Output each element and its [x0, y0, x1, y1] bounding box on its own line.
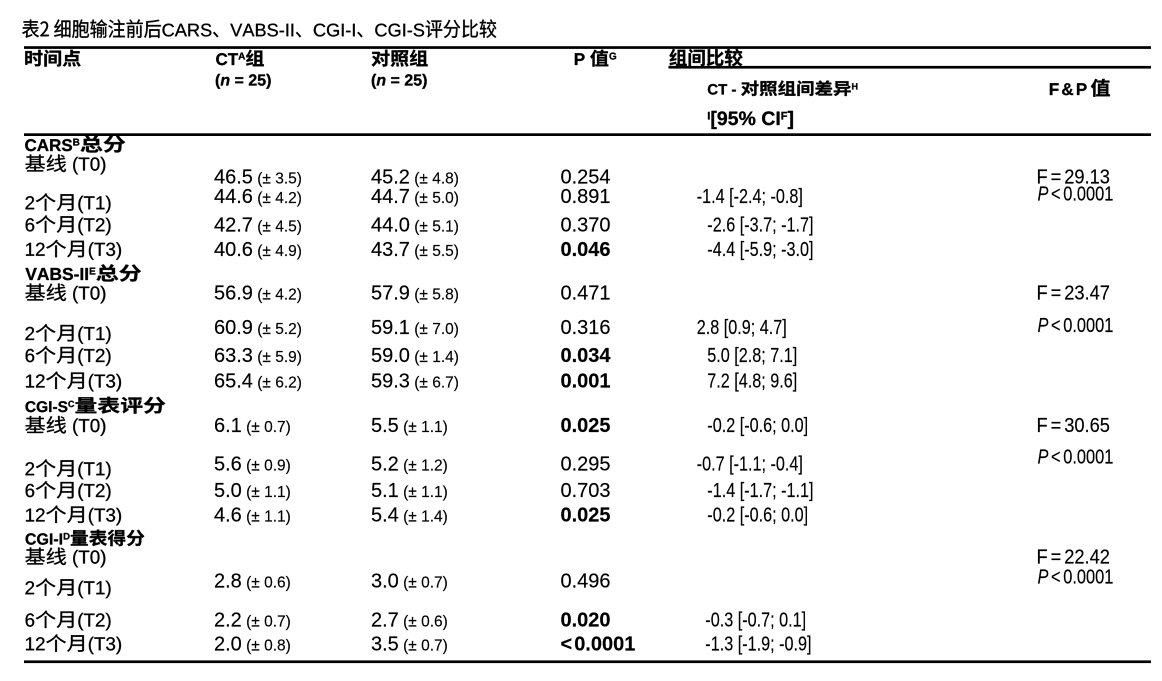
svg-text:0.025: 0.025	[561, 505, 611, 527]
svg-text:0.025: 0.025	[561, 415, 611, 437]
svg-text:-1.3 [-1.9; -0.9]: -1.3 [-1.9; -0.9]	[705, 633, 811, 655]
svg-text:0.001: 0.001	[561, 371, 611, 393]
svg-text:63.3 (± 5.9): 63.3 (± 5.9)	[214, 345, 302, 367]
svg-text:0.020: 0.020	[561, 610, 611, 632]
svg-text:2.8 [0.9; 4.7]: 2.8 [0.9; 4.7]	[697, 316, 787, 338]
svg-text:5.1 (± 1.1): 5.1 (± 1.1)	[371, 480, 448, 502]
svg-text:65.4 (± 6.2): 65.4 (± 6.2)	[214, 371, 302, 393]
svg-text:4.6 (± 1.1): 4.6 (± 1.1)	[214, 505, 291, 527]
svg-text:60.9 (± 5.2): 60.9 (± 5.2)	[214, 317, 302, 339]
svg-text:59.1 (± 7.0): 59.1 (± 7.0)	[371, 317, 459, 339]
svg-text:40.6 (± 4.9): 40.6 (± 4.9)	[214, 239, 302, 261]
svg-text:P<0.0001: P <0.0001	[1038, 565, 1114, 588]
svg-text:5.6 (± 0.9): 5.6 (± 0.9)	[214, 454, 291, 476]
svg-text:0.471: 0.471	[561, 283, 611, 305]
svg-text:0.046: 0.046	[561, 239, 611, 261]
svg-text:5.4 (± 1.4): 5.4 (± 1.4)	[371, 505, 448, 527]
svg-text:5.5 (± 1.1): 5.5 (± 1.1)	[371, 415, 448, 437]
svg-text:-2.6 [-3.7; -1.7]: -2.6 [-3.7; -1.7]	[707, 214, 813, 236]
svg-text:46.5 (± 3.5): 46.5 (± 3.5)	[214, 166, 302, 188]
svg-text:0.316: 0.316	[561, 317, 611, 339]
svg-text:44.6 (± 4.2): 44.6 (± 4.2)	[214, 186, 302, 208]
svg-text:2.8 (± 0.6): 2.8 (± 0.6)	[214, 571, 291, 593]
svg-text:42.7 (± 4.5): 42.7 (± 4.5)	[214, 214, 302, 236]
svg-text:F=22.42: F = 22.42	[1037, 547, 1110, 569]
svg-text:56.9 (± 4.2): 56.9 (± 4.2)	[214, 283, 302, 305]
svg-text:-0.2 [-0.6; 0.0]: -0.2 [-0.6; 0.0]	[707, 504, 808, 526]
svg-text:0.254: 0.254	[561, 166, 611, 188]
svg-text:59.3 (± 6.7): 59.3 (± 6.7)	[371, 371, 459, 393]
svg-text:0.703: 0.703	[561, 480, 611, 502]
svg-text:44.0 (± 5.1): 44.0 (± 5.1)	[371, 214, 459, 236]
svg-text:3.0 (± 0.7): 3.0 (± 0.7)	[371, 571, 448, 593]
svg-text:59.0 (± 1.4): 59.0 (± 1.4)	[371, 345, 459, 367]
svg-text:F=29.13: F = 29.13	[1037, 167, 1110, 189]
svg-text:2.2 (± 0.7): 2.2 (± 0.7)	[214, 610, 291, 632]
svg-text:-0.3 [-0.7; 0.1]: -0.3 [-0.7; 0.1]	[705, 609, 806, 631]
svg-text:45.2 (± 4.8): 45.2 (± 4.8)	[371, 166, 459, 188]
svg-text:2.7 (± 0.6): 2.7 (± 0.6)	[371, 610, 448, 632]
svg-text:43.7 (± 5.5): 43.7 (± 5.5)	[371, 239, 459, 261]
svg-text:-4.4 [-5.9; -3.0]: -4.4 [-5.9; -3.0]	[707, 238, 813, 260]
svg-text:6.1 (± 0.7): 6.1 (± 0.7)	[214, 415, 291, 437]
svg-text:5.0 (± 1.1): 5.0 (± 1.1)	[214, 480, 291, 502]
svg-text:0.891: 0.891	[561, 186, 611, 208]
svg-text:P<0.0001: P <0.0001	[1038, 445, 1114, 468]
svg-text:F=30.65: F = 30.65	[1037, 415, 1110, 437]
svg-text:0.295: 0.295	[561, 454, 611, 476]
svg-text:P<0.0001: P <0.0001	[1038, 182, 1114, 205]
svg-text:0.370: 0.370	[561, 214, 611, 236]
svg-text:-0.2 [-0.6; 0.0]: -0.2 [-0.6; 0.0]	[707, 414, 808, 436]
svg-text:7.2 [4.8; 9.6]: 7.2 [4.8; 9.6]	[707, 370, 797, 392]
svg-text:-1.4 [-2.4; -0.8]: -1.4 [-2.4; -0.8]	[697, 185, 803, 207]
svg-text:0.496: 0.496	[561, 571, 611, 593]
svg-text:57.9 (± 5.8): 57.9 (± 5.8)	[371, 283, 459, 305]
svg-text:-0.7 [-1.1; -0.4]: -0.7 [-1.1; -0.4]	[697, 453, 803, 475]
svg-text:5.2 (± 1.2): 5.2 (± 1.2)	[371, 454, 448, 476]
svg-text:0.034: 0.034	[561, 345, 612, 367]
svg-text:44.7 (± 5.0): 44.7 (± 5.0)	[371, 186, 459, 208]
svg-text:-1.4 [-1.7; -1.1]: -1.4 [-1.7; -1.1]	[707, 479, 813, 501]
svg-text:F=23.47: F = 23.47	[1037, 283, 1110, 305]
svg-text:<0.0001: <0.0001	[561, 633, 636, 655]
svg-text:5.0 [2.8; 7.1]: 5.0 [2.8; 7.1]	[707, 344, 797, 366]
svg-text:2.0 (± 0.8): 2.0 (± 0.8)	[214, 633, 291, 655]
svg-text:3.5 (± 0.7): 3.5 (± 0.7)	[371, 633, 448, 655]
svg-text:P<0.0001: P <0.0001	[1038, 313, 1114, 336]
